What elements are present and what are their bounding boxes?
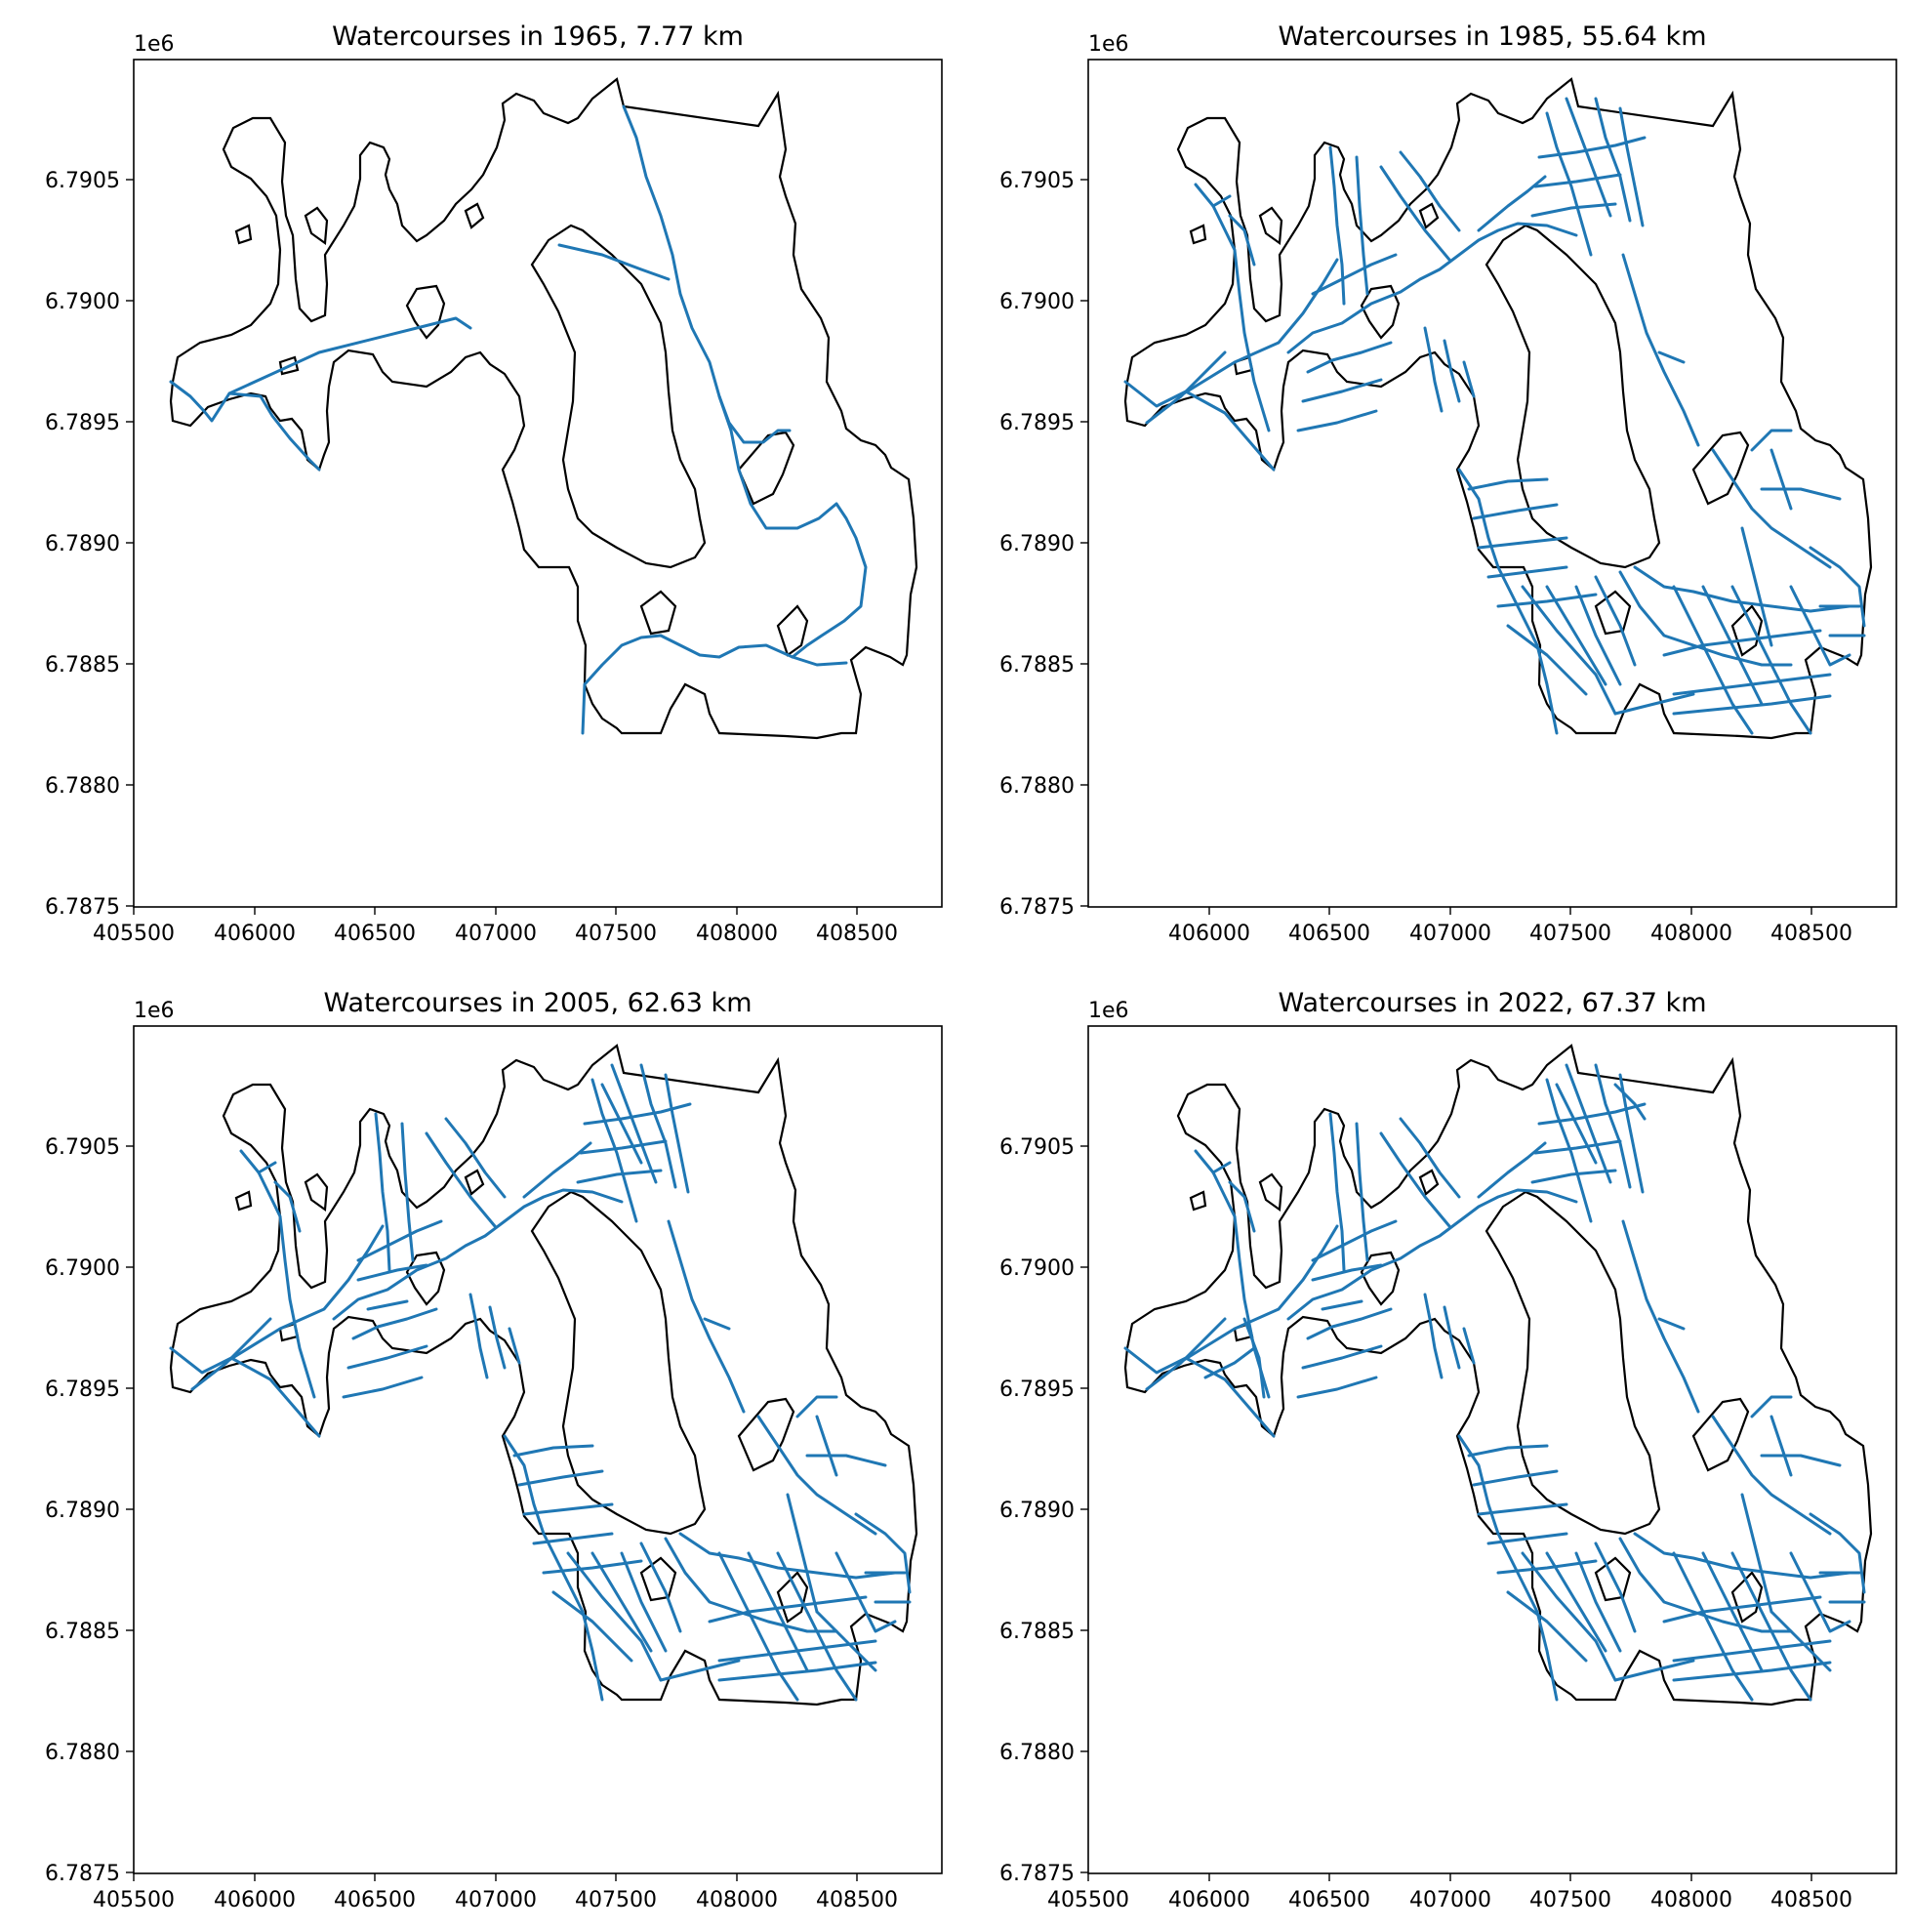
y-tick-label: 6.7895 [999,411,1075,435]
y-axis: 6.7875 6.7880 6.7885 6.7890 6.7895 6.790… [999,169,1088,920]
y-tick-label: 6.7895 [45,1377,120,1402]
y-axis: 6.7875 6.7880 6.7885 6.7890 6.7895 6.790… [999,1135,1088,1886]
x-tick-label: 405500 [93,922,175,946]
watercourse-lines-extra [1203,1083,1832,1672]
axis-offset-label: 1e6 [1088,999,1129,1023]
x-tick-label: 407000 [455,922,537,946]
panel-2022: Watercourses in 2022, 67.37 km 1e6 6.787… [999,988,1897,1912]
x-axis: 406000 406500 407000 407500 408000 40850… [1168,907,1852,946]
axes-frame [133,1025,943,1874]
panel-title: Watercourses in 2022, 67.37 km [1278,988,1706,1018]
panel-title: Watercourses in 2005, 62.63 km [323,988,752,1018]
x-tick-label: 408500 [1770,1888,1852,1912]
y-tick-label: 6.7905 [45,169,120,193]
panel-1985: Watercourses in 1985, 55.64 km 1e6 6.787… [999,21,1897,946]
y-tick-label: 6.7905 [999,169,1075,193]
x-tick-label: 405500 [1047,1888,1129,1912]
x-tick-label: 406000 [1168,1888,1250,1912]
x-tick-label: 407000 [1409,1888,1491,1912]
axis-offset-label: 1e6 [134,999,175,1023]
y-tick-label: 6.7885 [999,653,1075,678]
y-tick-label: 6.7900 [45,1256,120,1281]
panel-title: Watercourses in 1985, 55.64 km [1278,21,1706,52]
x-tick-label: 408500 [816,1888,898,1912]
y-axis: 6.7875 6.7880 6.7885 6.7890 6.7895 6.790… [45,169,134,920]
x-tick-label: 408500 [1770,922,1852,946]
x-tick-label: 408000 [696,1888,778,1912]
panel-title: Watercourses in 1965, 7.77 km [332,21,744,52]
y-tick-label: 6.7875 [999,1862,1075,1886]
panel-1965: Watercourses in 1965, 7.77 km 1e6 6.7875… [45,21,943,946]
axis-offset-label: 1e6 [1088,32,1129,57]
y-tick-label: 6.7880 [45,1741,120,1765]
axes-frame [133,59,943,908]
y-tick-label: 6.7875 [999,895,1075,920]
y-tick-label: 6.7900 [999,1256,1075,1281]
y-tick-label: 6.7905 [999,1135,1075,1160]
x-tick-label: 406500 [1288,1888,1370,1912]
y-tick-label: 6.7885 [45,1620,120,1644]
x-tick-label: 408000 [1650,922,1732,946]
y-tick-label: 6.7885 [45,653,120,678]
y-tick-label: 6.7880 [999,1741,1075,1765]
watercourse-lines [169,1063,912,1702]
panel-2005: Watercourses in 2005, 62.63 km 1e6 6.787… [45,988,943,1912]
y-tick-label: 6.7890 [999,532,1075,556]
watercourse-lines [1123,1063,1866,1702]
watercourse-lines [169,104,868,735]
x-tick-label: 407500 [1529,922,1611,946]
axes-frame [1087,59,1897,908]
x-tick-label: 407500 [575,1888,657,1912]
x-tick-label: 406000 [214,922,296,946]
axes-frame [1087,1025,1897,1874]
x-axis: 405500 406000 406500 407000 407500 40800… [93,907,898,946]
x-tick-label: 408500 [816,922,898,946]
x-tick-label: 406500 [1288,922,1370,946]
y-tick-label: 6.7880 [999,774,1075,799]
x-tick-label: 405500 [93,1888,175,1912]
y-tick-label: 6.7900 [45,290,120,314]
x-tick-label: 406000 [1168,922,1250,946]
wetland-boundary [169,77,918,740]
x-tick-label: 407500 [1529,1888,1611,1912]
y-tick-label: 6.7875 [45,895,120,920]
watercourse-lines-extra [356,1083,877,1672]
x-tick-label: 408000 [1650,1888,1732,1912]
y-tick-label: 6.7905 [45,1135,120,1160]
y-tick-label: 6.7875 [45,1862,120,1886]
x-tick-label: 407000 [455,1888,537,1912]
x-tick-label: 407500 [575,922,657,946]
y-tick-label: 6.7890 [45,1499,120,1523]
y-tick-label: 6.7895 [45,411,120,435]
y-tick-label: 6.7885 [999,1620,1075,1644]
y-tick-label: 6.7890 [999,1499,1075,1523]
x-axis: 405500 406000 406500 407000 407500 40800… [1047,1873,1852,1912]
x-tick-label: 408000 [696,922,778,946]
watercourse-lines [1123,97,1866,735]
x-tick-label: 406500 [334,1888,416,1912]
y-tick-label: 6.7900 [999,290,1075,314]
x-tick-label: 406500 [334,922,416,946]
y-axis: 6.7875 6.7880 6.7885 6.7890 6.7895 6.790… [45,1135,134,1886]
y-tick-label: 6.7890 [45,532,120,556]
x-axis: 405500 406000 406500 407000 407500 40800… [93,1873,898,1912]
axis-offset-label: 1e6 [134,32,175,57]
y-tick-label: 6.7895 [999,1377,1075,1402]
y-tick-label: 6.7880 [45,774,120,799]
x-tick-label: 407000 [1409,922,1491,946]
x-tick-label: 406000 [214,1888,296,1912]
